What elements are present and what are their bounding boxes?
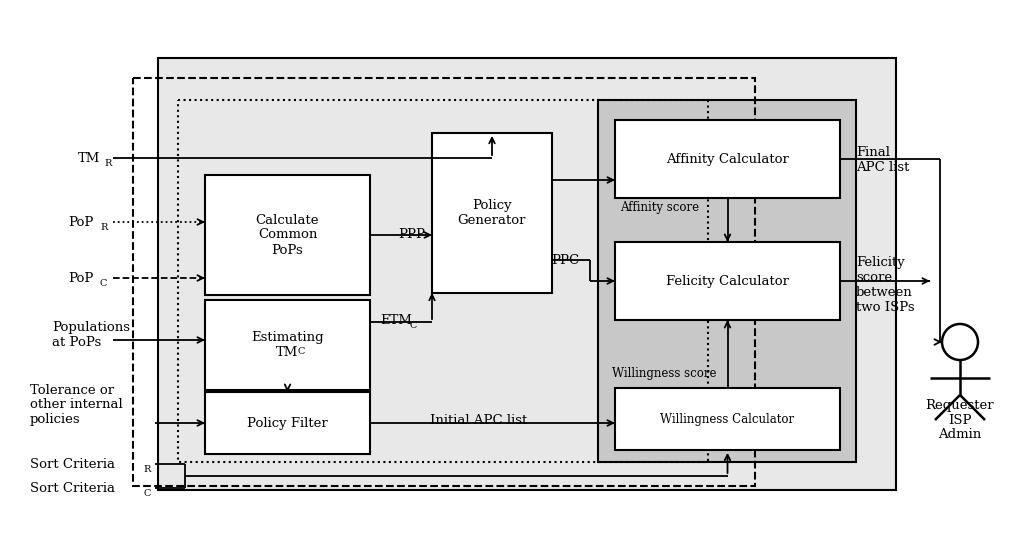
Text: Policy
Generator: Policy Generator (458, 199, 526, 227)
Text: Felicity
score
between
two ISPs: Felicity score between two ISPs (856, 256, 914, 314)
Bar (615, 120, 840, 198)
Text: PoP: PoP (68, 272, 93, 285)
Text: PPC: PPC (551, 254, 579, 266)
Text: Sort Criteria: Sort Criteria (30, 481, 115, 495)
Bar (205, 392, 370, 454)
Text: Policy Filter: Policy Filter (247, 416, 328, 429)
Text: Affinity Calculator: Affinity Calculator (666, 153, 788, 166)
Text: R: R (104, 159, 112, 167)
Text: Populations
at PoPs: Populations at PoPs (52, 321, 130, 349)
Text: Tolerance or
other internal
policies: Tolerance or other internal policies (30, 383, 123, 427)
Text: PoP: PoP (68, 215, 93, 228)
Bar (615, 242, 840, 320)
Text: C: C (100, 279, 108, 287)
Bar (158, 58, 896, 490)
Text: Affinity score: Affinity score (620, 202, 699, 214)
Bar (178, 100, 708, 462)
Bar (615, 388, 840, 450)
Text: R: R (143, 465, 151, 473)
Bar (432, 133, 552, 293)
Text: Calculate
Common
PoPs: Calculate Common PoPs (256, 213, 319, 257)
Text: TM: TM (78, 152, 100, 165)
Text: Initial APC list: Initial APC list (430, 413, 527, 427)
Text: Final
APC list: Final APC list (856, 146, 909, 174)
Text: Requester
ISP
Admin: Requester ISP Admin (926, 398, 994, 442)
Text: R: R (100, 222, 108, 232)
Bar (205, 175, 370, 295)
Text: Willingness Calculator: Willingness Calculator (660, 413, 795, 426)
Bar (598, 100, 856, 462)
Text: C: C (143, 488, 151, 497)
Text: PPP: PPP (398, 228, 425, 242)
Text: Willingness score: Willingness score (612, 367, 717, 379)
Text: C: C (410, 321, 418, 330)
Bar (133, 78, 755, 486)
Bar (205, 300, 370, 390)
Text: Felicity Calculator: Felicity Calculator (666, 274, 790, 287)
Text: C: C (298, 346, 305, 355)
Text: Estimating
TM: Estimating TM (251, 331, 324, 359)
Text: Sort Criteria: Sort Criteria (30, 458, 115, 471)
Text: ETM: ETM (380, 314, 412, 326)
